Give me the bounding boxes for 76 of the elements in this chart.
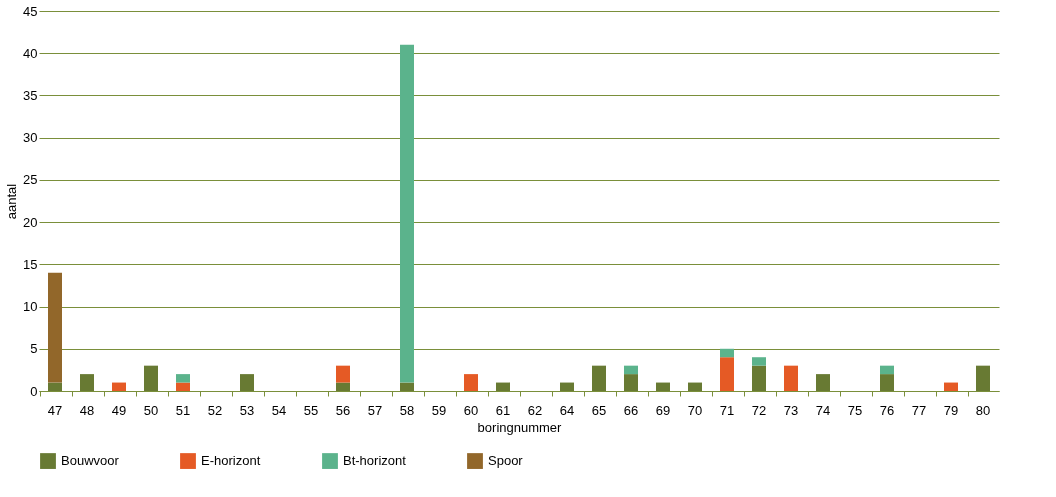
legend-label: Spoor — [488, 453, 524, 469]
x-tick-label: 69 — [655, 402, 671, 418]
bar — [336, 365, 350, 383]
x-tick-label: 58 — [399, 402, 415, 418]
x-tick-label: 55 — [303, 402, 319, 418]
x-tick-label: 77 — [911, 402, 927, 418]
x-tick-label: 59 — [431, 402, 447, 418]
x-tick-label: 57 — [367, 402, 383, 418]
bar — [240, 374, 254, 391]
x-tick-label: 47 — [47, 402, 63, 418]
bar — [624, 374, 638, 391]
x-tick-label: 60 — [463, 402, 479, 418]
y-tick-label: 30 — [23, 130, 38, 146]
bar — [144, 365, 158, 391]
x-tick-label: 74 — [815, 402, 831, 418]
bar — [176, 382, 190, 391]
bar — [496, 382, 510, 391]
x-tick-label: 66 — [623, 402, 639, 418]
y-tick-label: 40 — [23, 45, 38, 61]
bar — [560, 382, 574, 391]
x-tick-label: 64 — [559, 402, 575, 418]
x-tick-label: 49 — [111, 402, 127, 418]
x-tick-label: 71 — [719, 402, 735, 418]
x-tick-label: 61 — [495, 402, 511, 418]
bar — [720, 357, 734, 391]
bar — [400, 382, 414, 391]
y-tick-label: 25 — [23, 172, 38, 188]
bar — [816, 374, 830, 391]
x-tick-label: 65 — [591, 402, 607, 418]
bar — [176, 374, 190, 383]
x-tick-label: 54 — [271, 402, 287, 418]
bar — [624, 365, 638, 375]
x-tick-label: 53 — [239, 402, 255, 418]
bar — [48, 272, 62, 383]
y-tick-label: 45 — [23, 3, 38, 19]
bar — [976, 365, 990, 391]
bar — [464, 374, 478, 391]
bar — [944, 382, 958, 391]
y-tick-label: 35 — [23, 87, 38, 103]
x-tick-label: 70 — [687, 402, 703, 418]
bar — [688, 382, 702, 391]
y-tick-label: 0 — [30, 383, 38, 399]
x-tick-label: 75 — [847, 402, 863, 418]
x-tick-label: 76 — [879, 402, 895, 418]
bar — [656, 382, 670, 391]
legend-label: Bt-horizont — [343, 453, 407, 469]
y-tick-label: 20 — [23, 214, 38, 230]
x-tick-label: 50 — [143, 402, 159, 418]
x-tick-label: 79 — [943, 402, 959, 418]
legend-label: Bouwvoor — [61, 453, 120, 469]
legend-label: E-horizont — [201, 453, 261, 469]
bar — [880, 365, 894, 375]
bar — [784, 365, 798, 391]
bar — [48, 382, 62, 391]
bar — [592, 365, 606, 391]
bar — [752, 357, 766, 366]
x-tick-label: 72 — [751, 402, 767, 418]
bar — [400, 44, 414, 383]
bar — [80, 374, 94, 391]
x-tick-label: 73 — [783, 402, 799, 418]
x-axis-title: boringnummer — [477, 419, 563, 435]
x-tick-label: 62 — [527, 402, 543, 418]
y-axis-title: aantal — [4, 183, 20, 220]
x-tick-label: 51 — [175, 402, 191, 418]
x-tick-label: 52 — [207, 402, 223, 418]
bar — [720, 348, 734, 358]
x-tick-label: 80 — [975, 402, 991, 418]
bar — [880, 374, 894, 391]
x-tick-label: 56 — [335, 402, 351, 418]
y-tick-label: 15 — [23, 256, 38, 272]
bar — [752, 365, 766, 391]
x-tick-label: 48 — [79, 402, 95, 418]
y-tick-label: 5 — [30, 341, 38, 357]
bar — [336, 382, 350, 391]
bar — [112, 382, 126, 391]
y-tick-label: 10 — [23, 299, 38, 315]
